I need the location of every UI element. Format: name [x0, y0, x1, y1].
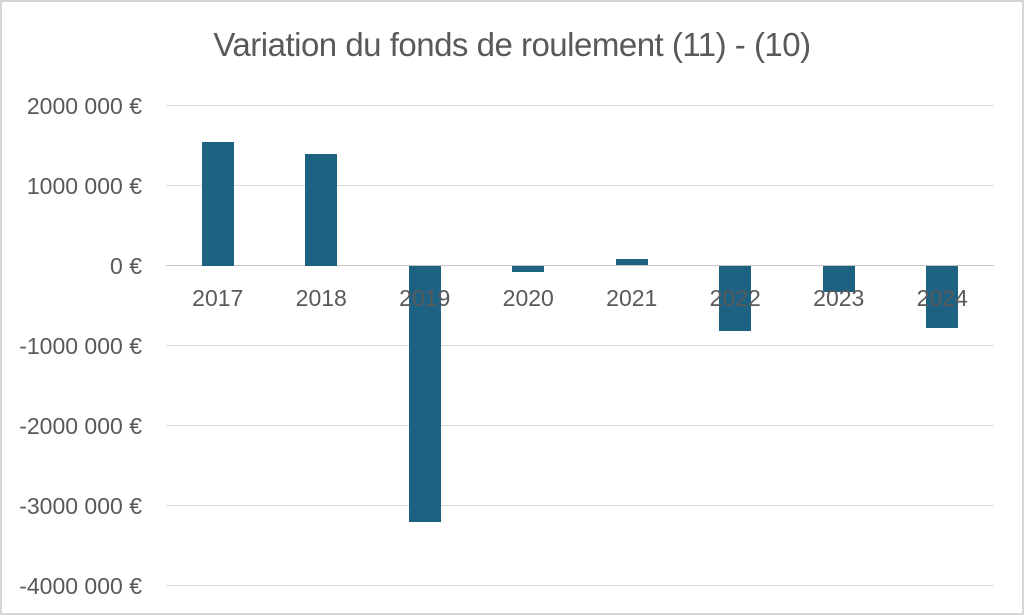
y-axis-tick-label--2000000: -2000 000 €	[19, 412, 142, 439]
x-axis-label-2020: 2020	[502, 285, 554, 311]
gridline-1000000	[166, 184, 994, 187]
x-axis-label-2017: 2017	[192, 285, 244, 311]
bar-2018	[305, 153, 338, 266]
bar-2024	[926, 265, 959, 328]
gridline-2000000	[166, 104, 994, 107]
gridline--1000000	[166, 344, 994, 347]
y-axis-tick-label--3000000: -3000 000 €	[19, 492, 142, 519]
bar-2020	[512, 265, 545, 272]
bar-2022	[719, 265, 752, 332]
y-axis-tick-label-0: 0 €	[110, 252, 142, 279]
x-axis-label-2024: 2024	[916, 285, 968, 311]
y-axis-tick-label--1000000: -1000 000 €	[19, 332, 142, 359]
x-axis-label-2019: 2019	[399, 285, 451, 311]
x-axis-label-2022: 2022	[709, 285, 761, 311]
x-axis-label-2018: 2018	[295, 285, 347, 311]
bar-2021	[615, 259, 648, 266]
bar-2023	[822, 265, 855, 292]
y-axis-tick-label--4000000: -4000 000 €	[19, 572, 142, 599]
y-axis-tick-label-2000000: 2000 000 €	[26, 92, 142, 119]
gridline-0	[166, 264, 994, 267]
x-axis-label-2021: 2021	[606, 285, 658, 311]
bar-2017	[201, 141, 234, 266]
gridline--3000000	[166, 504, 994, 507]
y-axis-tick-label-1000000: 1000 000 €	[26, 172, 142, 199]
chart-title: Variation du fonds de roulement (11) - (…	[213, 26, 811, 63]
bar-2019	[408, 265, 441, 522]
x-axis-label-2023: 2023	[813, 285, 865, 311]
gridline--4000000	[166, 584, 994, 587]
gridline--2000000	[166, 424, 994, 427]
